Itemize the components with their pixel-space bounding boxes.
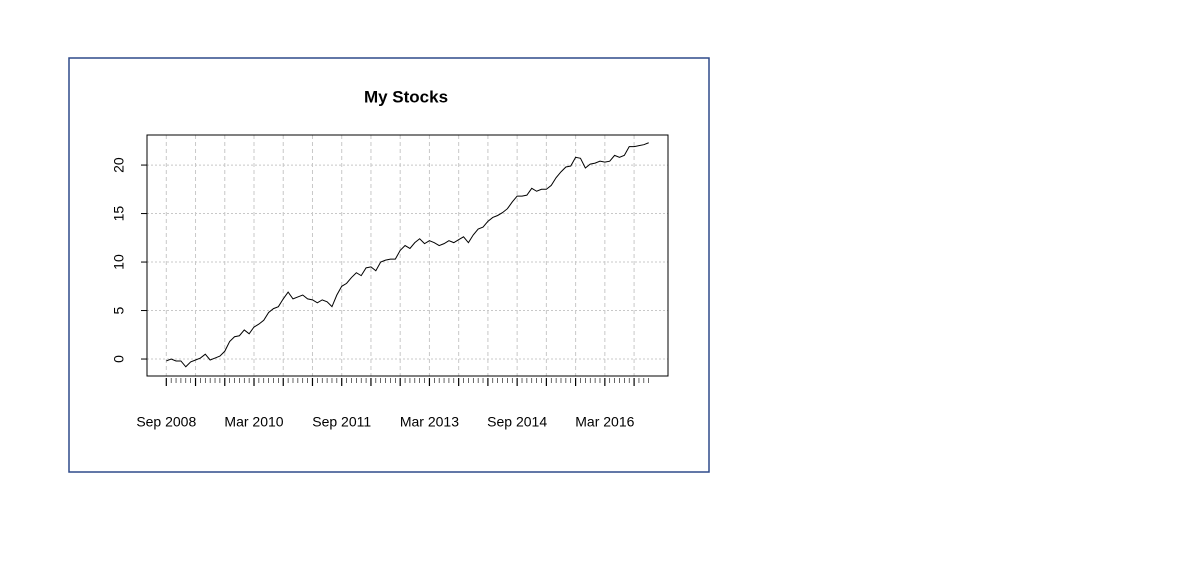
x-tick-label: Mar 2010 (224, 414, 283, 430)
y-tick-label: 10 (111, 254, 127, 270)
y-tick-label: 15 (111, 206, 127, 222)
x-tick-label: Mar 2013 (400, 414, 459, 430)
y-tick-label: 20 (111, 157, 127, 173)
y-tick-label: 0 (111, 355, 127, 363)
frame (68, 57, 710, 473)
x-tick-label: Sep 2011 (312, 414, 371, 430)
x-tick-label: Sep 2008 (136, 414, 196, 430)
y-tick-label: 5 (111, 306, 127, 314)
x-tick-label: Mar 2016 (575, 414, 634, 430)
chart-title: My Stocks (364, 87, 448, 106)
x-tick-label: Sep 2014 (487, 414, 547, 430)
plot-box (146, 134, 669, 377)
series-line (166, 142, 649, 368)
